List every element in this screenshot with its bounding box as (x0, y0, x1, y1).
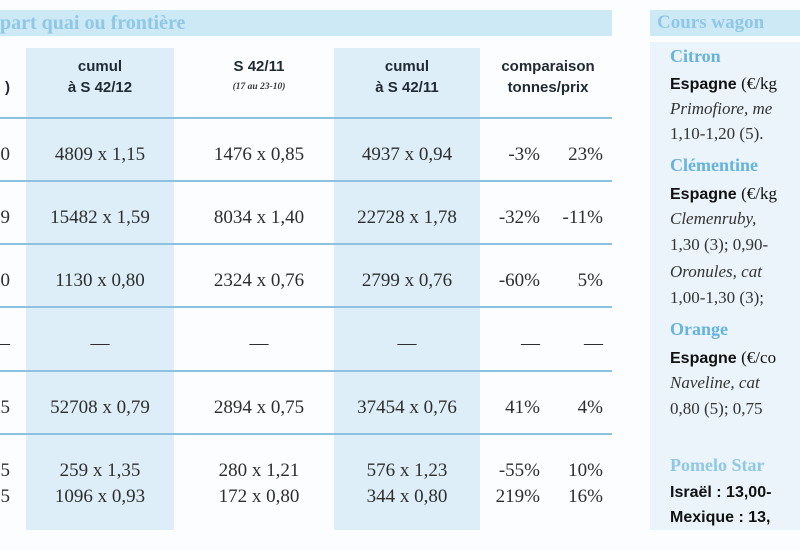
variety-line: Clemenruby, (670, 209, 757, 228)
table-cell: 1096 x 0,93 (54, 486, 146, 507)
header-week: S 42/11 (17 au 23-10) (232, 58, 286, 92)
table-cell: 8034 x 1,40 (213, 207, 305, 228)
header-cumul-2011: cumul à S 42/11 (375, 58, 439, 96)
table-cell: 5 (0, 460, 11, 481)
table-cell: 16% (568, 486, 603, 507)
table-cell: 41% (505, 397, 540, 418)
table-cell: 22728 x 1,78 (357, 207, 457, 228)
origin-line: Israël : 13,00- (670, 484, 772, 501)
table-cell: — (90, 333, 110, 354)
side-banner: Cours wagon (650, 10, 800, 36)
product-pomelo: Pomelo Star (670, 455, 765, 475)
table-cell: 172 x 0,80 (218, 486, 300, 507)
table-cell: 2324 x 0,76 (213, 270, 305, 291)
table-cell: — (249, 333, 269, 354)
table-cell: 52708 x 0,79 (50, 397, 150, 418)
table-cell: -3% (508, 144, 540, 165)
table-cell: 280 x 1,21 (218, 460, 300, 481)
header-cumul-2012: cumul à S 42/12 (67, 58, 133, 96)
variety-line: Naveline, cat (670, 373, 760, 392)
side-title: Cours wagon (657, 12, 765, 33)
table-cell: 0 (0, 144, 11, 165)
side-panel (650, 42, 800, 530)
product-orange: Orange (670, 319, 728, 339)
section-title: part quai ou frontière (0, 12, 186, 34)
row-divider (0, 117, 612, 119)
table-cell: 4% (577, 397, 603, 418)
price-line: 1,30 (3); 0,90- (670, 235, 769, 254)
table-cell: 9 (0, 207, 11, 228)
table-cell: — (0, 333, 10, 355)
table-cell: 2799 x 0,76 (361, 270, 453, 291)
table-cell: 10% (568, 460, 603, 481)
shaded-column-cumul-2012 (26, 48, 174, 530)
variety-line: Oronules, cat (670, 262, 762, 281)
table-cell: 37454 x 0,76 (357, 397, 457, 418)
header-comparison: comparaison tonnes/prix (501, 58, 595, 96)
product-clementine: Clémentine (670, 155, 758, 175)
table-cell: — (397, 333, 417, 354)
country-line: Espagne (€/kg (670, 74, 778, 93)
table-cell: -11% (562, 207, 603, 228)
table-cell: -55% (498, 460, 540, 481)
variety-line: Primofiore, me (670, 99, 773, 118)
country-line: Espagne (€/kg (670, 184, 778, 203)
table-cell: 5 (0, 486, 11, 507)
table-cell: 344 x 0,80 (366, 486, 448, 507)
table-cell: 4937 x 0,94 (361, 144, 453, 165)
table-cell: -32% (498, 207, 540, 228)
table-cell: — (521, 333, 540, 354)
table-cell: 5% (577, 270, 603, 291)
price-line: 1,00-1,30 (3); (670, 288, 764, 307)
table-cell: -60% (498, 270, 540, 291)
row-divider (0, 433, 612, 435)
country-line: Espagne (€/co (670, 348, 777, 367)
table-cell: 259 x 1,35 (59, 460, 141, 481)
table-cell: 4809 x 1,15 (54, 144, 146, 165)
table-cell: 23% (568, 144, 603, 165)
row-divider (0, 180, 612, 182)
table-cell: 0 (0, 270, 11, 291)
row-divider (0, 370, 612, 372)
row-divider (0, 306, 612, 308)
table-cell: 5 (0, 397, 11, 418)
section-banner: part quai ou frontière (0, 10, 612, 36)
row-divider (0, 243, 612, 245)
table-cell: 576 x 1,23 (366, 460, 448, 481)
price-line: 0,80 (5); 0,75 (670, 399, 763, 418)
table-cell: — (584, 333, 603, 354)
shaded-column-cumul-2011 (334, 48, 480, 530)
origin-line: Mexique : 13, (670, 509, 771, 526)
table-cell: 2894 x 0,75 (213, 397, 305, 418)
header-partial: ) (5, 79, 10, 96)
table-cell: 219% (495, 486, 540, 507)
price-line: 1,10-1,20 (5). (670, 124, 764, 143)
product-citron: Citron (670, 46, 721, 66)
table-cell: 1130 x 0,80 (55, 270, 145, 291)
table-cell: 1476 x 0,85 (213, 144, 305, 165)
table-cell: 15482 x 1,59 (50, 207, 150, 228)
